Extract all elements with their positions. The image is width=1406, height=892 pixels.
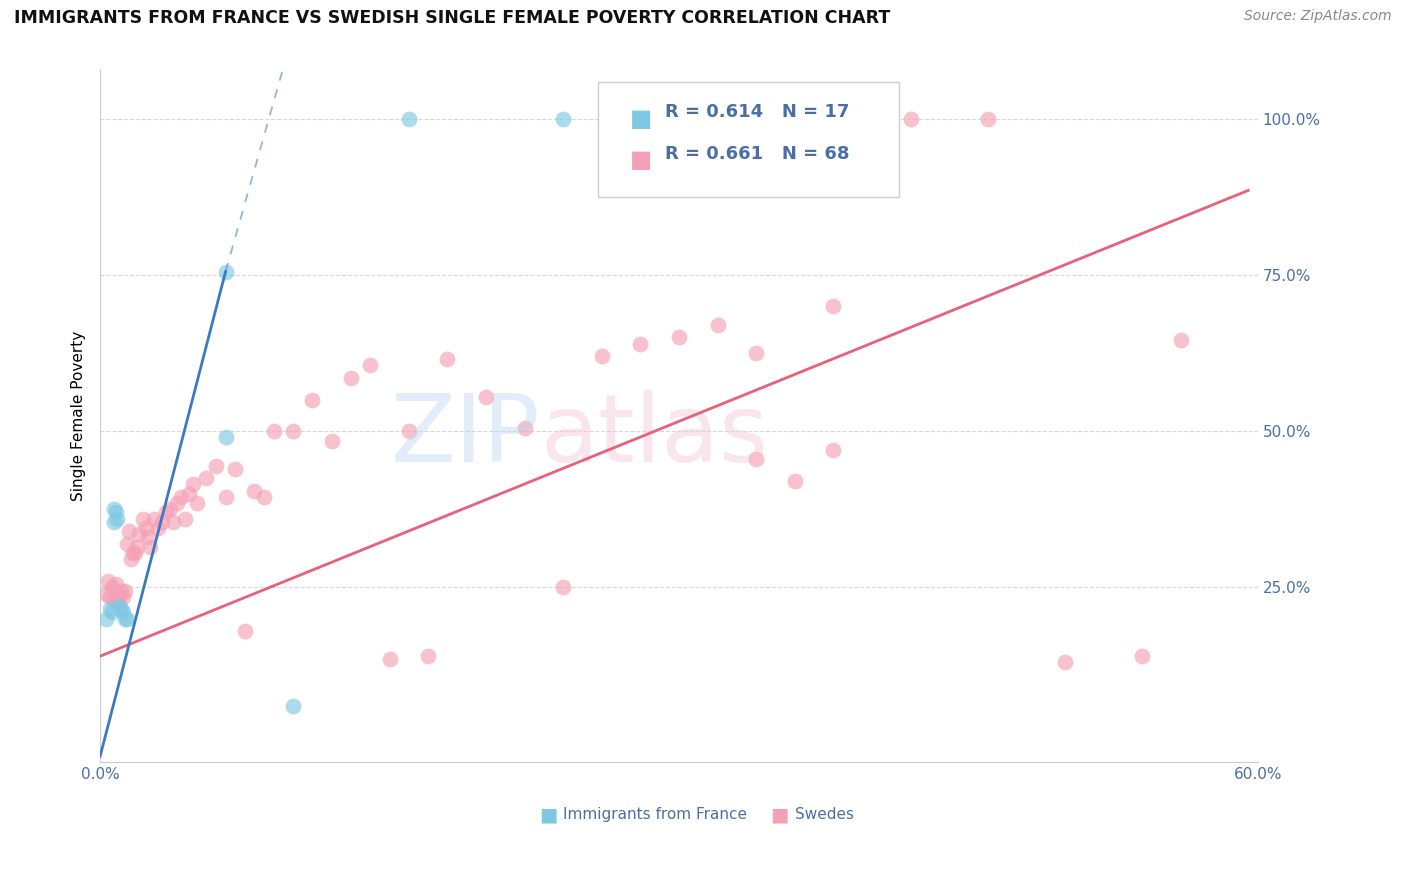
Point (138, 530, 160, 544)
Point (214, 430, 236, 444)
Point (233, 624, 256, 639)
Point (128, 527, 150, 541)
Point (668, 330, 690, 344)
Text: ZIP: ZIP (391, 391, 540, 483)
Point (418, 649, 440, 664)
Point (146, 521, 169, 535)
Point (513, 421, 536, 435)
Point (177, 486, 200, 500)
Point (104, 577, 127, 591)
Point (436, 352, 458, 367)
Text: R = 0.661   N = 68: R = 0.661 N = 68 (665, 145, 849, 163)
Point (205, 458, 228, 473)
Point (398, 424, 420, 438)
Text: R = 0.614   N = 17: R = 0.614 N = 17 (665, 103, 849, 121)
Point (553, 112, 575, 126)
Point (108, 599, 131, 614)
Point (340, 371, 363, 385)
Point (150, 515, 173, 529)
Point (195, 471, 218, 485)
Point (162, 515, 184, 529)
Point (1053, 656, 1076, 670)
Point (122, 546, 145, 560)
Point (114, 583, 136, 598)
Point (214, 490, 236, 504)
Point (143, 511, 166, 525)
Point (97, 574, 120, 589)
Point (103, 515, 125, 529)
Point (115, 612, 138, 626)
Point (110, 583, 132, 598)
Text: atlas: atlas (540, 391, 768, 483)
Point (103, 502, 125, 516)
Text: ■: ■ (770, 805, 789, 824)
Point (98, 590, 121, 604)
Y-axis label: Single Female Poverty: Single Female Poverty (72, 330, 86, 500)
Text: Source: ZipAtlas.com: Source: ZipAtlas.com (1244, 9, 1392, 23)
Text: Swedes: Swedes (794, 807, 853, 822)
Point (1130, 649, 1153, 664)
Point (166, 496, 188, 510)
Point (214, 265, 236, 279)
Point (107, 593, 129, 607)
Point (823, 299, 845, 313)
Point (108, 590, 131, 604)
Point (186, 496, 208, 510)
Point (125, 540, 148, 554)
Point (94, 587, 117, 601)
Point (135, 521, 157, 535)
FancyBboxPatch shape (598, 82, 898, 197)
Point (100, 581, 122, 595)
Point (112, 606, 135, 620)
Point (706, 318, 728, 332)
Point (139, 540, 162, 554)
Point (124, 546, 146, 560)
Point (745, 452, 768, 467)
Point (398, 112, 420, 126)
Point (107, 511, 129, 525)
Point (100, 606, 122, 620)
Point (823, 442, 845, 457)
Point (94, 612, 117, 626)
Point (475, 390, 498, 404)
Point (110, 602, 132, 616)
Point (321, 434, 343, 448)
Point (263, 424, 285, 438)
Point (628, 336, 651, 351)
Point (181, 477, 204, 491)
Point (1170, 334, 1192, 348)
Point (591, 349, 613, 363)
Point (553, 581, 575, 595)
Point (253, 490, 276, 504)
Point (281, 699, 304, 714)
Point (976, 112, 998, 126)
Point (174, 511, 197, 525)
Text: ■: ■ (538, 805, 557, 824)
Text: ■: ■ (630, 148, 652, 172)
Point (120, 552, 142, 566)
Point (900, 112, 922, 126)
Point (114, 612, 136, 626)
Point (115, 536, 138, 550)
Point (170, 490, 193, 504)
Point (359, 359, 381, 373)
Point (98, 602, 121, 616)
Point (103, 593, 125, 607)
Point (224, 461, 246, 475)
Text: ■: ■ (630, 107, 652, 131)
Point (378, 652, 401, 666)
Text: IMMIGRANTS FROM FRANCE VS SWEDISH SINGLE FEMALE POVERTY CORRELATION CHART: IMMIGRANTS FROM FRANCE VS SWEDISH SINGLE… (14, 9, 890, 27)
Point (301, 392, 323, 407)
Point (159, 502, 181, 516)
Point (104, 505, 127, 519)
Point (118, 524, 141, 538)
Point (155, 505, 177, 519)
Point (112, 590, 135, 604)
Point (131, 511, 153, 525)
Point (745, 346, 768, 360)
Point (281, 424, 304, 438)
Point (783, 474, 806, 488)
Point (243, 483, 266, 498)
Text: Immigrants from France: Immigrants from France (564, 807, 747, 822)
